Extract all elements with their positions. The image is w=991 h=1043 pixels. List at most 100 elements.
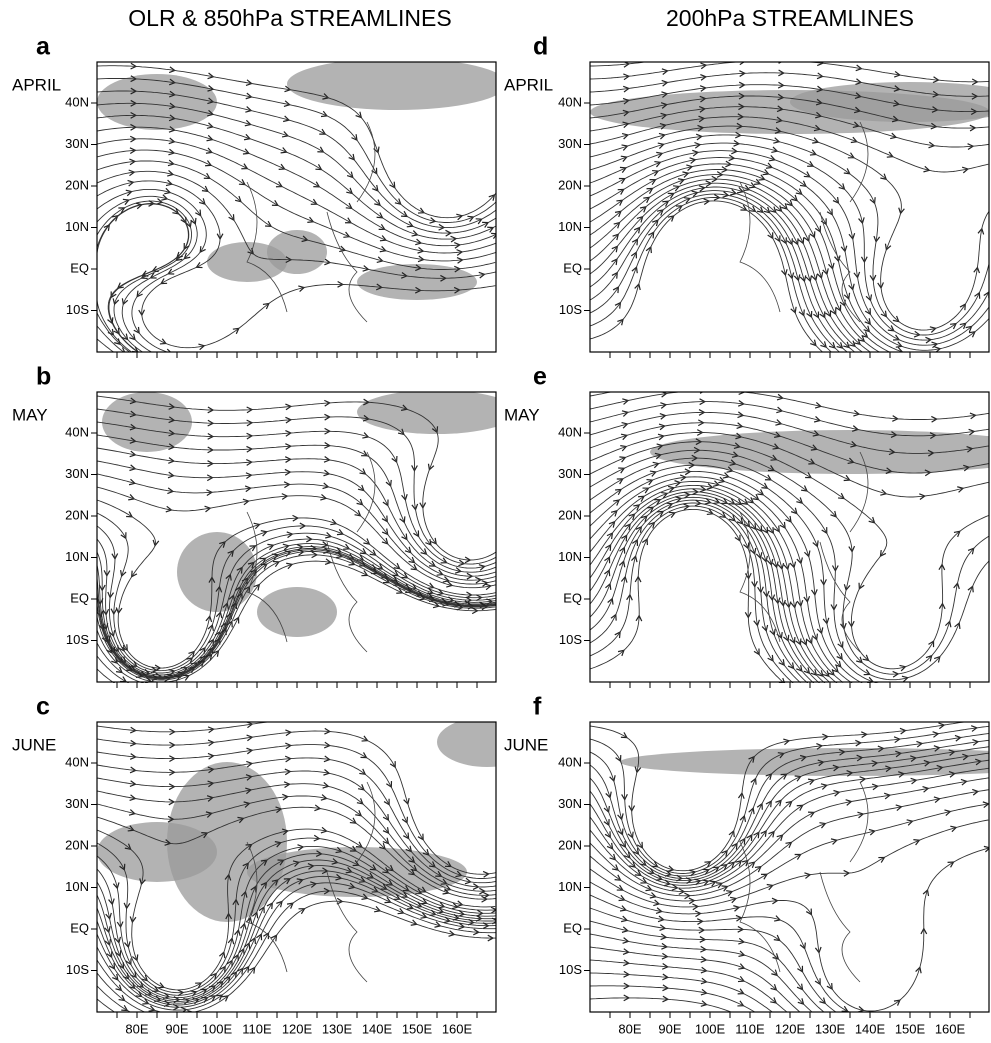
lat-label: 20N: [65, 507, 89, 522]
column-title: 200hPa STREAMLINES: [666, 5, 914, 31]
month-label: APRIL: [12, 75, 61, 94]
streamline: [97, 757, 496, 884]
lon-label: 80E: [618, 1021, 641, 1036]
month-label: MAY: [12, 405, 48, 424]
lon-label: 140E: [855, 1021, 886, 1036]
streamline: [97, 538, 496, 676]
streamline: [97, 998, 116, 1012]
streamline: [590, 803, 989, 902]
streamline: [97, 499, 496, 669]
streamline: [97, 806, 496, 900]
streamline: [590, 169, 891, 352]
lon-label: 110E: [242, 1021, 272, 1036]
streamline: [97, 722, 271, 733]
streamline: [590, 432, 989, 498]
streamline: [590, 494, 820, 683]
lat-label: 10N: [558, 879, 582, 894]
lon-label: 150E: [895, 1021, 926, 1036]
streamline: [590, 491, 826, 683]
streamline: [590, 722, 968, 872]
streamline: [97, 543, 496, 677]
streamline: [590, 725, 989, 874]
streamline: [590, 62, 989, 83]
streamline: [590, 142, 989, 341]
coastline: [739, 451, 869, 653]
lon-label: 90E: [658, 1021, 681, 1036]
streamline: [590, 106, 989, 148]
streamline: [97, 837, 496, 994]
lat-label: EQ: [70, 260, 89, 275]
lon-label: 110E: [735, 1021, 765, 1036]
streamline: [590, 190, 848, 352]
streamline: [590, 767, 989, 889]
streamline: [97, 138, 496, 254]
streamline: [97, 195, 198, 352]
panel-letter: c: [36, 693, 50, 721]
streamline: [590, 481, 844, 683]
streamline: [97, 546, 496, 678]
olr-shading: [287, 62, 496, 110]
streamline: [97, 875, 496, 1006]
lat-label: 10S: [66, 962, 89, 977]
lon-label: 140E: [362, 1021, 393, 1036]
panel-letter: e: [533, 363, 547, 391]
streamline: [97, 299, 133, 352]
streamline: [590, 449, 989, 675]
lat-label: 40N: [558, 754, 582, 769]
streamline: [590, 457, 989, 681]
lat-label: 20N: [558, 177, 582, 192]
streamline: [590, 505, 794, 683]
streamline-arrow: [983, 845, 989, 853]
streamline: [97, 77, 496, 223]
streamline: [97, 312, 131, 352]
lon-label: 150E: [402, 1021, 433, 1036]
streamline: [590, 470, 863, 683]
streamline: [97, 473, 496, 585]
streamline: [590, 422, 989, 474]
olr-shading: [177, 532, 257, 612]
lat-label: 40N: [65, 424, 89, 439]
streamline: [97, 870, 496, 1004]
streamline: [97, 972, 146, 1012]
lat-label: 30N: [65, 136, 89, 151]
streamline: [590, 789, 989, 897]
lat-label: 40N: [65, 754, 89, 769]
lat-label: EQ: [70, 590, 89, 605]
streamline: [590, 163, 905, 352]
streamline: [97, 188, 207, 352]
streamline: [590, 985, 756, 1012]
lat-label: 30N: [65, 796, 89, 811]
streamline-arrow: [187, 1009, 194, 1012]
streamline: [97, 865, 496, 1002]
streamline: [97, 170, 496, 279]
lon-label: 80E: [125, 1021, 148, 1036]
streamline: [590, 484, 838, 683]
olr-shading: [790, 82, 989, 122]
panel-letter: a: [36, 33, 51, 61]
streamline: [590, 920, 825, 1012]
coastline: [246, 121, 376, 323]
lat-label: 10S: [66, 632, 89, 647]
streamline: [590, 907, 837, 1012]
lat-label: EQ: [563, 260, 582, 275]
month-label: APRIL: [504, 75, 553, 94]
streamline: [590, 946, 801, 1012]
streamline: [97, 200, 192, 352]
lat-label: 20N: [558, 837, 582, 852]
streamline: [97, 90, 496, 229]
streamline: [97, 744, 496, 879]
lon-label: 100E: [202, 1021, 233, 1036]
streamline: [590, 411, 989, 454]
lat-label: 30N: [65, 466, 89, 481]
streamline: [590, 182, 864, 352]
panel-letter: d: [533, 33, 548, 61]
streamline: [590, 819, 989, 908]
olr-shading: [357, 392, 496, 434]
streamline: [590, 752, 989, 884]
streamline: [97, 845, 496, 996]
streamline: [97, 126, 496, 247]
streamline: [97, 642, 145, 683]
streamline: [97, 859, 496, 1001]
map-panel: [97, 62, 496, 352]
